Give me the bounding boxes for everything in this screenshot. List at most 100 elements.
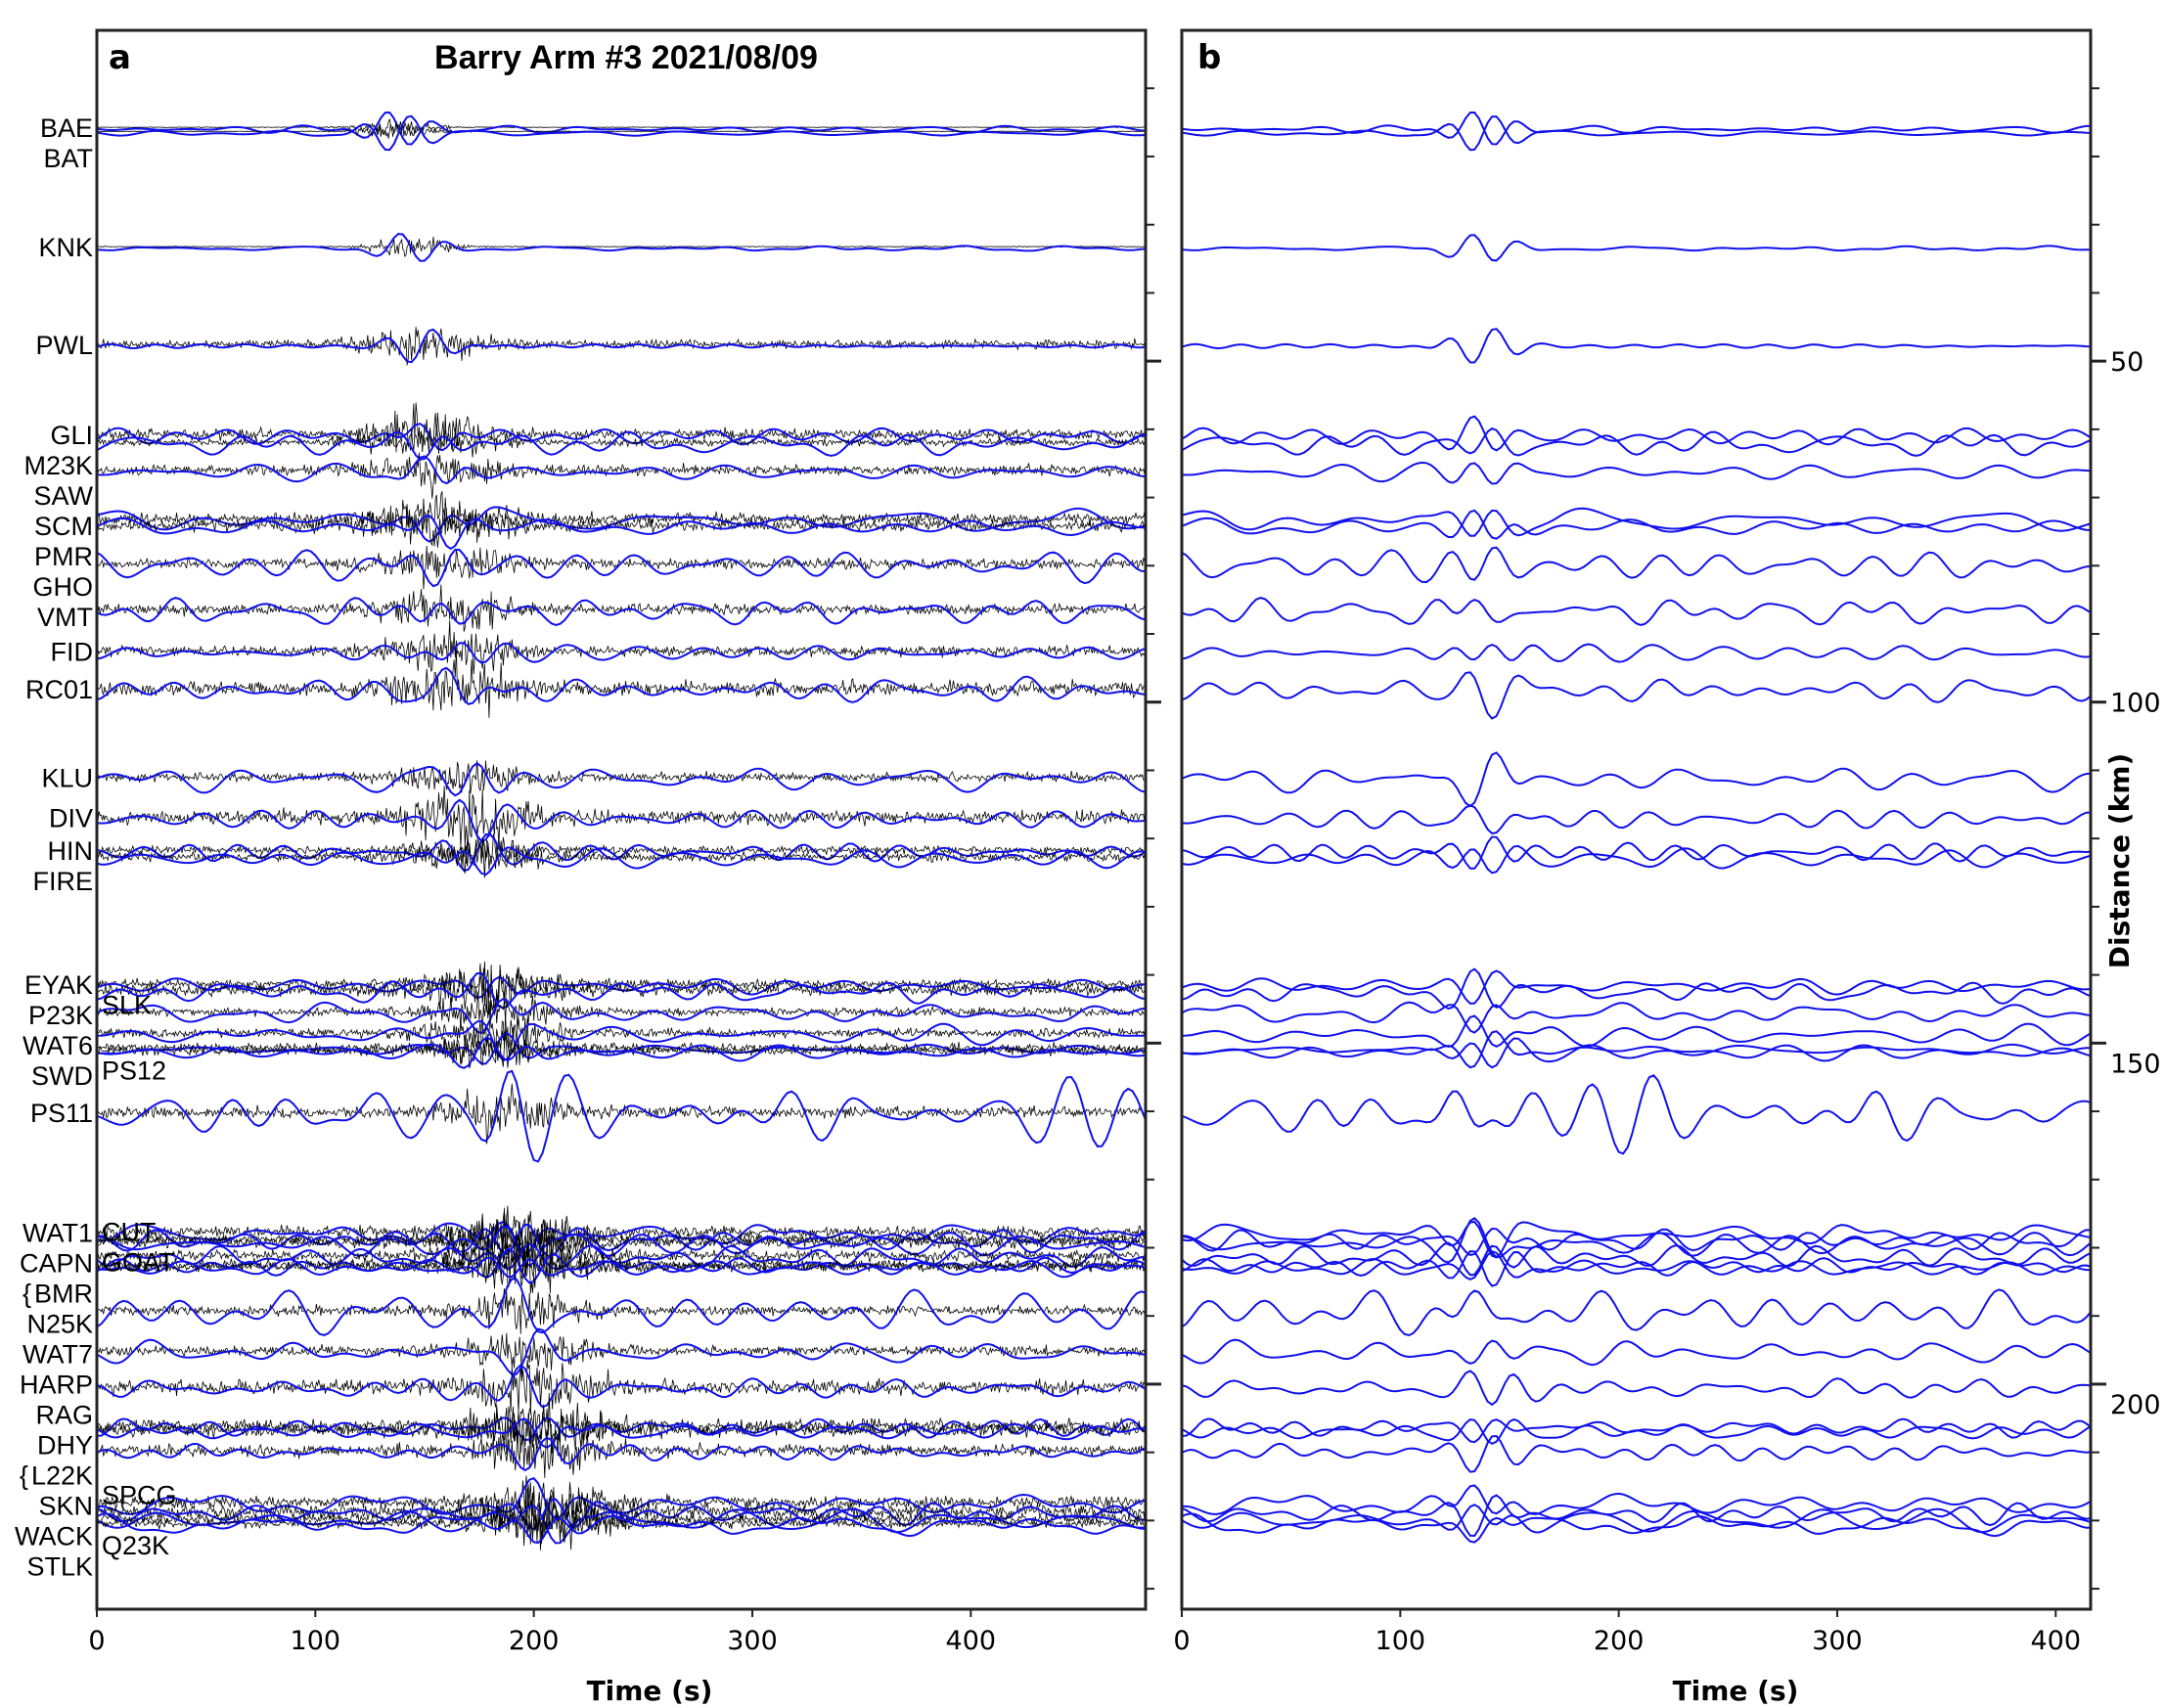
filtered-trace-a-PS12 bbox=[96, 1032, 1147, 1065]
filtered-trace-a-GHO bbox=[96, 548, 1147, 588]
broadband-trace-WAT6 bbox=[96, 1013, 1147, 1052]
filtered-trace-a-FID bbox=[96, 642, 1147, 664]
filtered-trace-b-EYAK bbox=[1181, 969, 2092, 1005]
y-tick-label: 200 bbox=[2110, 1390, 2161, 1420]
filtered-trace-a-WACK bbox=[96, 1498, 1147, 1531]
broadband-trace-WAT1 bbox=[96, 1205, 1147, 1260]
filtered-trace-a-RC01 bbox=[96, 666, 1147, 705]
bracket-mark: { bbox=[20, 1461, 28, 1491]
broadband-trace-EYAK bbox=[96, 963, 1147, 1012]
broadband-trace-KLU bbox=[96, 760, 1147, 794]
filtered-trace-b-SWD bbox=[1182, 1037, 2092, 1069]
station-label: KLU bbox=[41, 764, 93, 793]
filtered-trace-b-BMR bbox=[1181, 1241, 2092, 1277]
x-tick-label: 400 bbox=[2030, 1626, 2081, 1656]
filtered-trace-a-WAT7 bbox=[96, 1278, 1147, 1336]
panel-b-frame bbox=[1180, 28, 2093, 1611]
station-label: SPCG bbox=[102, 1481, 177, 1510]
filtered-trace-b-L22K bbox=[1181, 1417, 2092, 1446]
chart-title: Barry Arm #3 2021/08/09 bbox=[434, 39, 818, 76]
station-label: M23K bbox=[23, 451, 93, 480]
filtered-trace-a-PS11 bbox=[96, 1069, 1147, 1163]
filtered-trace-b-FID bbox=[1181, 643, 2092, 663]
broadband-trace-PS11 bbox=[96, 1083, 1147, 1145]
filtered-trace-a-KNK bbox=[96, 232, 1147, 262]
x-tick-label: 300 bbox=[727, 1626, 778, 1656]
station-label: SLK bbox=[102, 990, 152, 1019]
station-label: GHO bbox=[32, 572, 93, 602]
filtered-trace-b-SCM bbox=[1181, 507, 2092, 537]
filtered-trace-b-WAT6 bbox=[1181, 1014, 2092, 1049]
station-label: PMR bbox=[34, 542, 93, 571]
station-label: SCM bbox=[34, 512, 93, 541]
filtered-trace-a-HIN bbox=[96, 832, 1147, 872]
panel-a-xlabel: Time (s) bbox=[587, 1675, 713, 1707]
broadband-trace-FID bbox=[96, 620, 1147, 675]
station-label: CAPN bbox=[20, 1249, 93, 1279]
broadband-trace-DIV bbox=[96, 786, 1147, 847]
station-label: WACK bbox=[15, 1522, 93, 1551]
station-label: L22K bbox=[31, 1461, 93, 1491]
broadband-trace-SAW bbox=[96, 452, 1147, 499]
station-label: Q23K bbox=[102, 1531, 169, 1560]
filtered-trace-b-PMR bbox=[1181, 509, 2092, 540]
station-label: FID bbox=[51, 638, 94, 667]
panel-a-axes: 0 100 200 300 400 bbox=[88, 87, 1161, 1656]
filtered-trace-a-KLU bbox=[96, 762, 1147, 797]
station-label: GLI bbox=[50, 421, 93, 450]
filtered-trace-b-WACK bbox=[1181, 1494, 2092, 1538]
station-label: WAT6 bbox=[23, 1031, 93, 1060]
filtered-trace-b-HARP bbox=[1181, 1338, 2092, 1367]
x-tick-label: 200 bbox=[509, 1626, 560, 1656]
station-label: EYAK bbox=[24, 970, 93, 1000]
filtered-trace-a-WAT1 bbox=[96, 1220, 1147, 1255]
filtered-trace-a-HARP bbox=[96, 1327, 1147, 1376]
broadband-trace-GHO bbox=[96, 545, 1147, 590]
filtered-trace-a-BMR bbox=[96, 1242, 1147, 1271]
filtered-trace-a-DIV bbox=[96, 798, 1147, 843]
station-label: BAE bbox=[40, 113, 93, 143]
filtered-trace-b-SAW bbox=[1181, 461, 2092, 485]
filtered-trace-a-SKN bbox=[96, 1436, 1147, 1472]
panel-b-label: b bbox=[1197, 38, 1221, 77]
broadband-trace-RC01 bbox=[96, 648, 1147, 718]
broadband-trace-CAPN bbox=[96, 1207, 1147, 1277]
x-tick-label: 100 bbox=[291, 1626, 341, 1656]
filtered-trace-a-WAT6 bbox=[96, 1019, 1146, 1062]
panel-a-frame bbox=[95, 28, 1148, 1611]
station-label: WAT7 bbox=[23, 1340, 93, 1370]
broadband-trace-HARP bbox=[96, 1332, 1147, 1378]
station-label: SKN bbox=[38, 1492, 93, 1521]
filtered-trace-a-L22K bbox=[96, 1417, 1147, 1449]
y-tick-label: 50 bbox=[2110, 347, 2143, 378]
filtered-trace-a-VMT bbox=[96, 597, 1147, 626]
filtered-trace-a-Q23K bbox=[96, 1512, 1147, 1545]
filtered-trace-b-KNK bbox=[1181, 234, 2091, 262]
filtered-trace-b-RC01 bbox=[1181, 671, 2092, 720]
station-label: RAG bbox=[35, 1401, 93, 1430]
bracket-mark: { bbox=[23, 1280, 31, 1309]
x-tick-label: 100 bbox=[1376, 1626, 1426, 1656]
filtered-trace-b-KLU bbox=[1181, 751, 2092, 808]
filtered-trace-a-SCM bbox=[96, 506, 1147, 543]
panel-b-traces bbox=[1181, 111, 2092, 1544]
filtered-trace-b-DIV bbox=[1181, 804, 2092, 834]
filtered-trace-a-BAE bbox=[96, 111, 1147, 146]
station-label: WAT1 bbox=[23, 1219, 93, 1248]
panel-b: b 0 100 200 300 400 50 100 150 200 Time (s) Dist… bbox=[1173, 28, 2161, 1707]
filtered-trace-b-Q23K bbox=[1181, 1512, 2092, 1544]
broadband-trace-M23K bbox=[96, 423, 1147, 458]
station-label: VMT bbox=[37, 603, 93, 632]
filtered-trace-b-GOAT bbox=[1181, 1250, 2091, 1281]
broadband-trace-WAT7 bbox=[96, 1288, 1147, 1334]
x-tick-label: 0 bbox=[88, 1626, 105, 1656]
station-label: HIN bbox=[48, 836, 94, 866]
broadband-trace-L22K bbox=[96, 1402, 1147, 1456]
filtered-trace-b-FIRE bbox=[1181, 844, 2092, 875]
station-label: RC01 bbox=[25, 675, 93, 704]
station-label: PWL bbox=[35, 331, 93, 360]
filtered-trace-b-CAPN bbox=[1181, 1217, 2092, 1264]
filtered-trace-b-WAT1 bbox=[1181, 1220, 2092, 1259]
